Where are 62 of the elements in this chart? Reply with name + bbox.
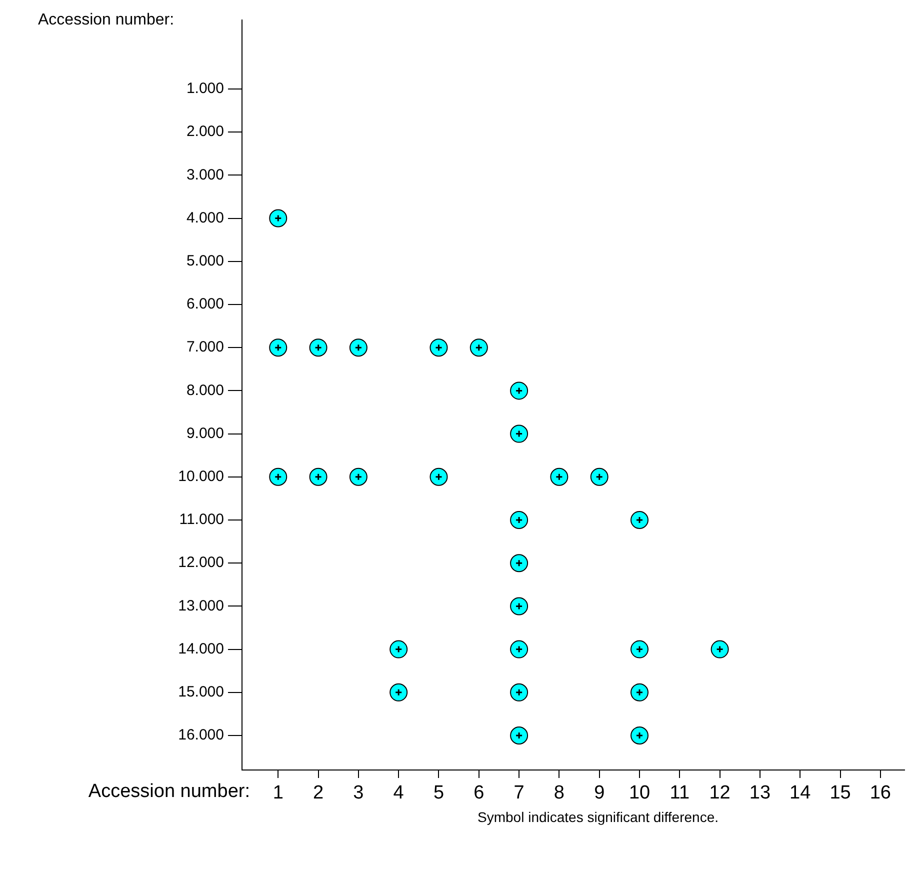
- point: [269, 338, 288, 357]
- x-tick-label: 14: [790, 782, 812, 804]
- x-tick-label: 7: [514, 782, 524, 804]
- x-tick-label: 6: [474, 782, 484, 804]
- y-tick-label: 14.000: [178, 640, 224, 658]
- y-tick-label: 11.000: [179, 511, 224, 528]
- x-tick-label: 2: [313, 782, 324, 804]
- y-tick-label: 3.000: [186, 166, 224, 184]
- point: [550, 468, 568, 486]
- y-tick-label: 6.000: [186, 296, 224, 313]
- x-tick-label: 13: [749, 782, 771, 804]
- x-tick-label: 4: [393, 782, 404, 804]
- x-tick-label: 12: [709, 782, 730, 804]
- point: [430, 468, 448, 486]
- y-tick-label: 9.000: [186, 424, 224, 442]
- point: [630, 511, 648, 529]
- x-tick-label: 8: [554, 782, 564, 804]
- point: [390, 683, 408, 702]
- text: Symbol indicates significant difference.: [478, 808, 718, 825]
- y-tick-label: 1.000: [186, 80, 224, 98]
- point: [349, 338, 368, 357]
- x-tick-label: 15: [830, 782, 851, 804]
- point: [510, 683, 528, 702]
- point: [630, 640, 648, 658]
- point: [630, 683, 648, 702]
- y-tick-label: 4.000: [186, 209, 224, 226]
- point: [710, 640, 729, 658]
- point: [390, 640, 408, 658]
- point: [309, 468, 328, 486]
- point: [510, 640, 528, 658]
- x-tick-label: 16: [870, 782, 891, 804]
- y-axis-title: Accession number:: [38, 11, 174, 28]
- point: [470, 338, 488, 357]
- point: [430, 338, 448, 357]
- y-tick-label: 7.000: [186, 338, 224, 356]
- x-tick-label: 5: [433, 782, 444, 804]
- point: [510, 597, 528, 616]
- x-axis-title: Accession number:: [88, 781, 250, 802]
- y-tick-label: 2.000: [186, 123, 224, 140]
- y-tick-label: 5.000: [186, 252, 224, 270]
- y-tick-label: 16.000: [178, 726, 224, 744]
- point: [309, 338, 328, 357]
- point: [349, 468, 368, 486]
- x-tick-label: 9: [594, 782, 605, 804]
- point: [510, 554, 528, 572]
- y-tick-label: 12.000: [178, 554, 224, 572]
- point: [510, 382, 528, 400]
- y-tick-label: 13.000: [178, 597, 224, 614]
- x-tick-label: 10: [628, 782, 650, 804]
- point: [269, 468, 288, 486]
- point: [510, 726, 528, 745]
- point: [630, 726, 648, 745]
- y-tick-label: 10.000: [178, 468, 224, 486]
- x-tick-label: 11: [670, 782, 690, 804]
- point: [269, 209, 288, 228]
- x-tick-label: 3: [353, 782, 364, 804]
- point: [590, 468, 608, 486]
- x-tick-label: 1: [272, 782, 284, 804]
- y-tick-label: 15.000: [178, 684, 224, 701]
- y-tick-label: 8.000: [186, 382, 224, 399]
- point: [510, 424, 528, 443]
- point: [510, 511, 528, 529]
